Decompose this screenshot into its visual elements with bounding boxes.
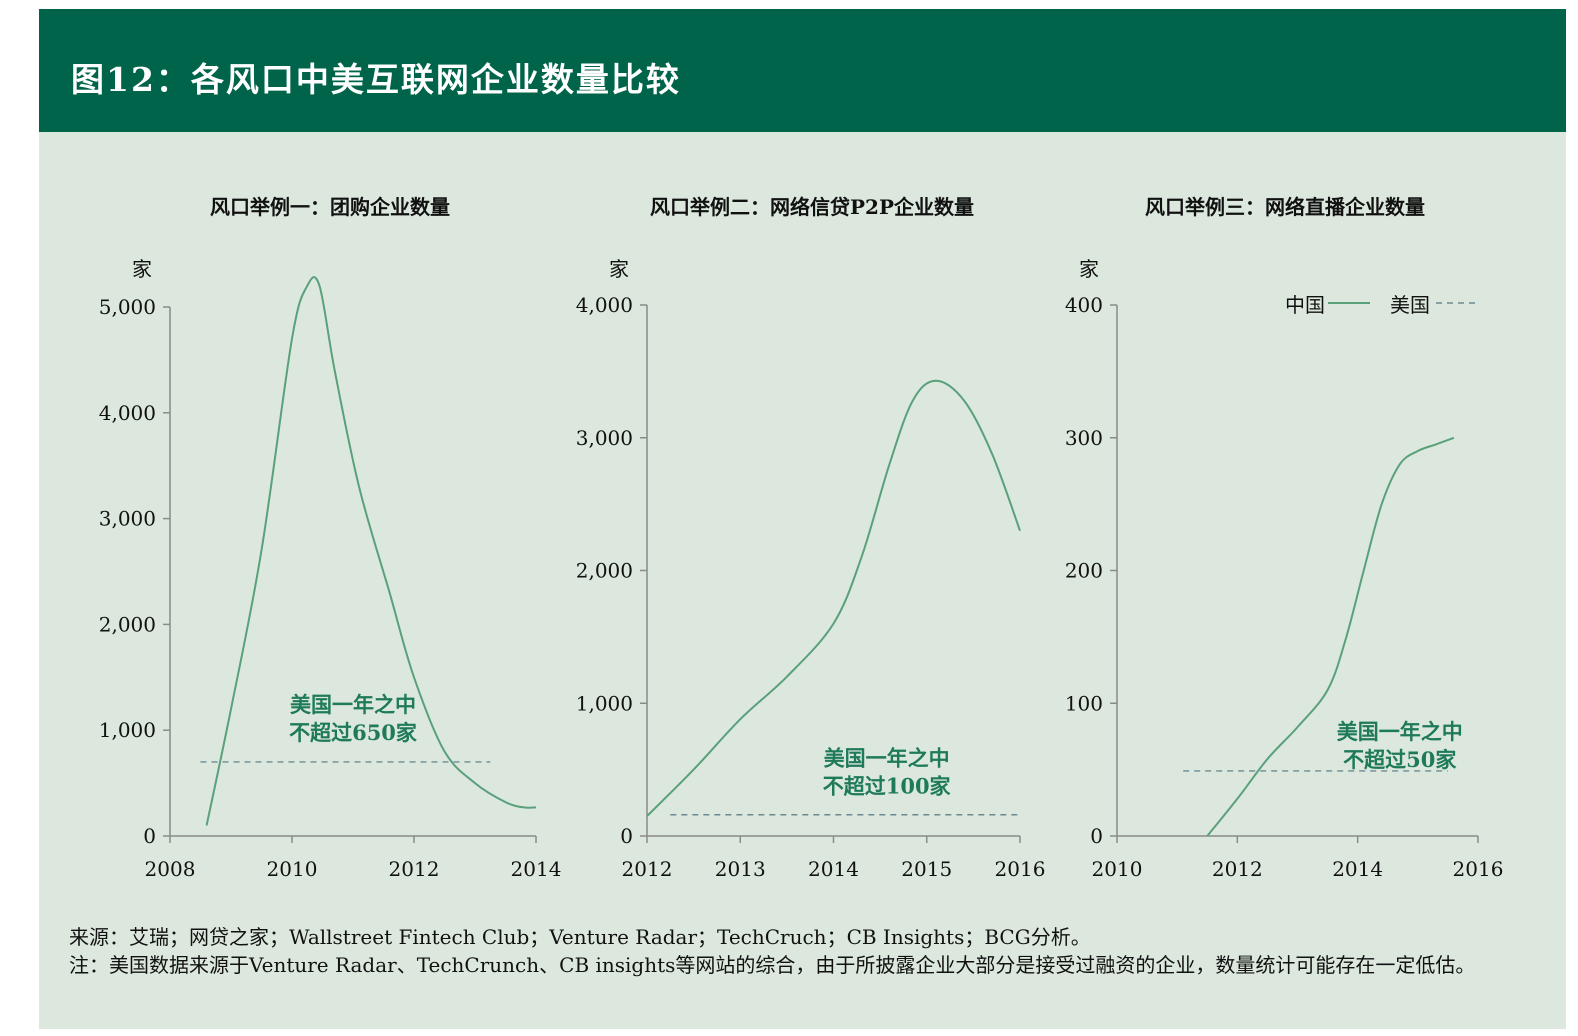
y-tick-label: 4,000 [576,293,633,317]
y-tick-label: 0 [620,824,633,848]
y-tick-label: 400 [1065,293,1103,317]
footnote: 注：美国数据来源于Venture Radar、TechCrunch、CB ins… [69,953,1476,977]
x-tick-label: 2010 [267,857,318,881]
x-tick-label: 2012 [389,857,440,881]
series-line-china [646,379,1021,817]
chart-page: 图12：各风口中美互联网企业数量比较 风口举例一：团购企业数量家 0 1,000 2,… [39,9,1566,1029]
annotation-label: 不超过650家 [289,720,418,745]
header-bar: 图12：各风口中美互联网企业数量比较 [39,9,1566,132]
y-tick-label: 1,000 [576,691,633,715]
x-tick-label: 2014 [1332,857,1383,881]
x-tick-label: 2012 [622,857,673,881]
y-tick-label: 100 [1065,691,1103,715]
y-tick-label: 2,000 [576,559,633,583]
x-tick-label: 2016 [995,857,1046,881]
x-tick-label: 2015 [901,857,952,881]
series-line-china [205,276,537,826]
annotation-label: 美国一年之中 [1337,719,1463,744]
source-note: 来源：艾瑞；网贷之家；Wallstreet Fintech Club；Ventu… [69,925,1091,949]
y-tick-label: 3,000 [576,426,633,450]
annotation-label: 不超过100家 [823,774,952,799]
annotation-label: 美国一年之中 [824,746,950,771]
y-tick-label: 0 [1090,824,1103,848]
annotation-label: 不超过50家 [1343,747,1457,772]
x-tick-label: 2008 [145,857,196,881]
x-tick-label: 2010 [1092,857,1143,881]
chart-title: 风口举例二：网络信贷P2P企业数量 [650,195,974,219]
y-tick-label: 200 [1065,559,1103,583]
x-tick-label: 2014 [511,857,562,881]
page-title: 图12：各风口中美互联网企业数量比较 [71,60,681,99]
x-tick-label: 2014 [808,857,859,881]
y-tick-label: 1,000 [99,718,156,742]
x-tick-label: 2012 [1212,857,1263,881]
y-axis-label: 家 [1079,257,1099,281]
y-tick-label: 0 [143,824,156,848]
x-tick-label: 2013 [715,857,766,881]
legend-label-china: 中国 [1285,293,1325,317]
y-tick-label: 3,000 [99,507,156,531]
y-tick-label: 4,000 [99,401,156,425]
legend-label-us: 美国 [1390,293,1430,317]
y-axis-label: 家 [132,257,152,281]
y-axis-label: 家 [609,257,629,281]
series-line-china [1206,436,1455,837]
y-tick-label: 2,000 [99,612,156,636]
annotation-label: 美国一年之中 [290,692,416,717]
y-tick-label: 5,000 [99,295,156,319]
x-tick-label: 2016 [1453,857,1504,881]
chart-title: 风口举例一：团购企业数量 [210,195,450,219]
chart-title: 风口举例三：网络直播企业数量 [1145,195,1425,219]
y-tick-label: 300 [1065,426,1103,450]
